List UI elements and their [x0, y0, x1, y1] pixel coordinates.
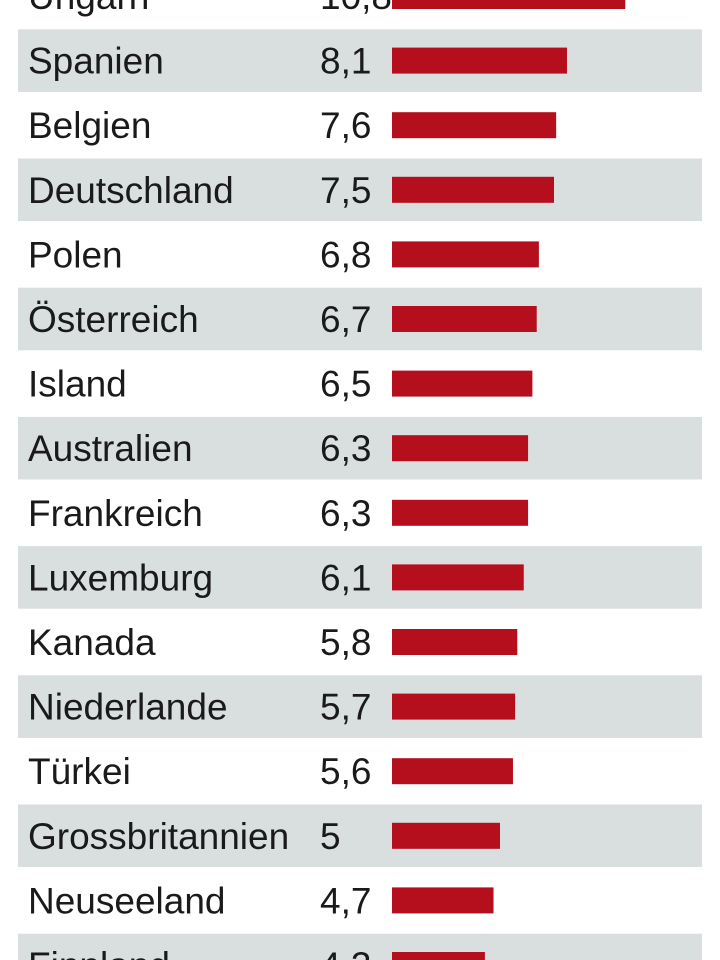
category-label: Österreich [28, 299, 199, 340]
bar [392, 499, 529, 526]
bar [392, 629, 518, 655]
bar [392, 112, 557, 139]
category-label: Spanien [28, 41, 164, 82]
bar [392, 758, 513, 785]
bar [392, 241, 539, 268]
chart-row: Australien 6,3 [18, 416, 702, 480]
bar [392, 0, 626, 9]
category-label: Belgien [28, 105, 151, 146]
chart-row: Belgien 7,6 [28, 105, 557, 146]
category-label: Türkei [28, 751, 131, 792]
category-label: Ungarn [28, 0, 149, 17]
bar [392, 693, 516, 720]
value-label: 6,5 [320, 364, 371, 405]
category-label: Niederlande [28, 687, 228, 728]
value-label: 5,7 [320, 687, 371, 728]
chart-row: Finnland 4,3 [18, 933, 702, 960]
bar [392, 176, 554, 203]
chart-row: Österreich 6,7 [18, 287, 702, 351]
bar [392, 952, 485, 960]
category-label: Luxemburg [28, 557, 213, 598]
bar [392, 435, 529, 462]
value-label: 4,7 [320, 880, 371, 921]
category-label: Grossbritannien [28, 816, 289, 857]
chart-row: Grossbritannien 5 [18, 804, 702, 868]
category-label: Polen [28, 234, 123, 275]
chart-row: Niederlande 5,7 [18, 675, 702, 738]
value-label: 7,6 [320, 105, 371, 146]
value-label: 5,8 [320, 622, 371, 663]
chart-row: Frankreich 6,3 [28, 493, 529, 534]
value-label: 5 [320, 816, 341, 857]
row-shading [18, 804, 702, 868]
value-label: 7,5 [320, 170, 371, 211]
row-shading [18, 29, 702, 92]
bar [392, 822, 500, 849]
chart-row: Luxemburg 6,1 [18, 546, 702, 609]
category-label: Island [28, 364, 127, 405]
chart-row: Spanien 8,1 [18, 29, 702, 92]
chart-row: Polen 6,8 [28, 234, 539, 275]
chart-row: Ungarn 10,8 [28, 0, 626, 17]
chart-row: Neuseeland 4,7 [28, 880, 494, 921]
value-label: 8,1 [320, 41, 371, 82]
chart-row: Deutschland 7,5 [18, 158, 702, 222]
value-label: 6,7 [320, 299, 371, 340]
chart-row: Island 6,5 [28, 364, 533, 405]
bar [392, 47, 567, 74]
category-label: Kanada [28, 622, 156, 663]
row-shading [18, 416, 702, 480]
category-label: Australien [28, 428, 193, 469]
value-label: 6,3 [320, 493, 371, 534]
chart-row: Kanada 5,8 [28, 622, 518, 663]
bar [392, 306, 537, 332]
chart-row: Türkei 5,6 [28, 751, 513, 792]
category-label: Neuseeland [28, 880, 225, 921]
chart-rows: Ungarn 10,8 Spanien 8,1 Belgien 7,6 Deutschlan… [18, 0, 702, 960]
row-shading [18, 933, 702, 960]
category-label: Finnland [28, 945, 170, 960]
category-label: Frankreich [28, 493, 203, 534]
value-label: 6,3 [320, 428, 371, 469]
row-shading [18, 158, 702, 222]
bar [392, 887, 494, 914]
category-label: Deutschland [28, 170, 234, 211]
row-shading [18, 675, 702, 738]
value-label: 5,6 [320, 751, 371, 792]
value-label: 4,3 [320, 945, 371, 960]
value-label: 6,8 [320, 234, 371, 275]
value-label: 10,8 [320, 0, 392, 17]
bar [392, 370, 533, 397]
row-shading [18, 546, 702, 609]
value-label: 6,1 [320, 557, 371, 598]
bar [392, 564, 524, 591]
row-shading [18, 287, 702, 351]
